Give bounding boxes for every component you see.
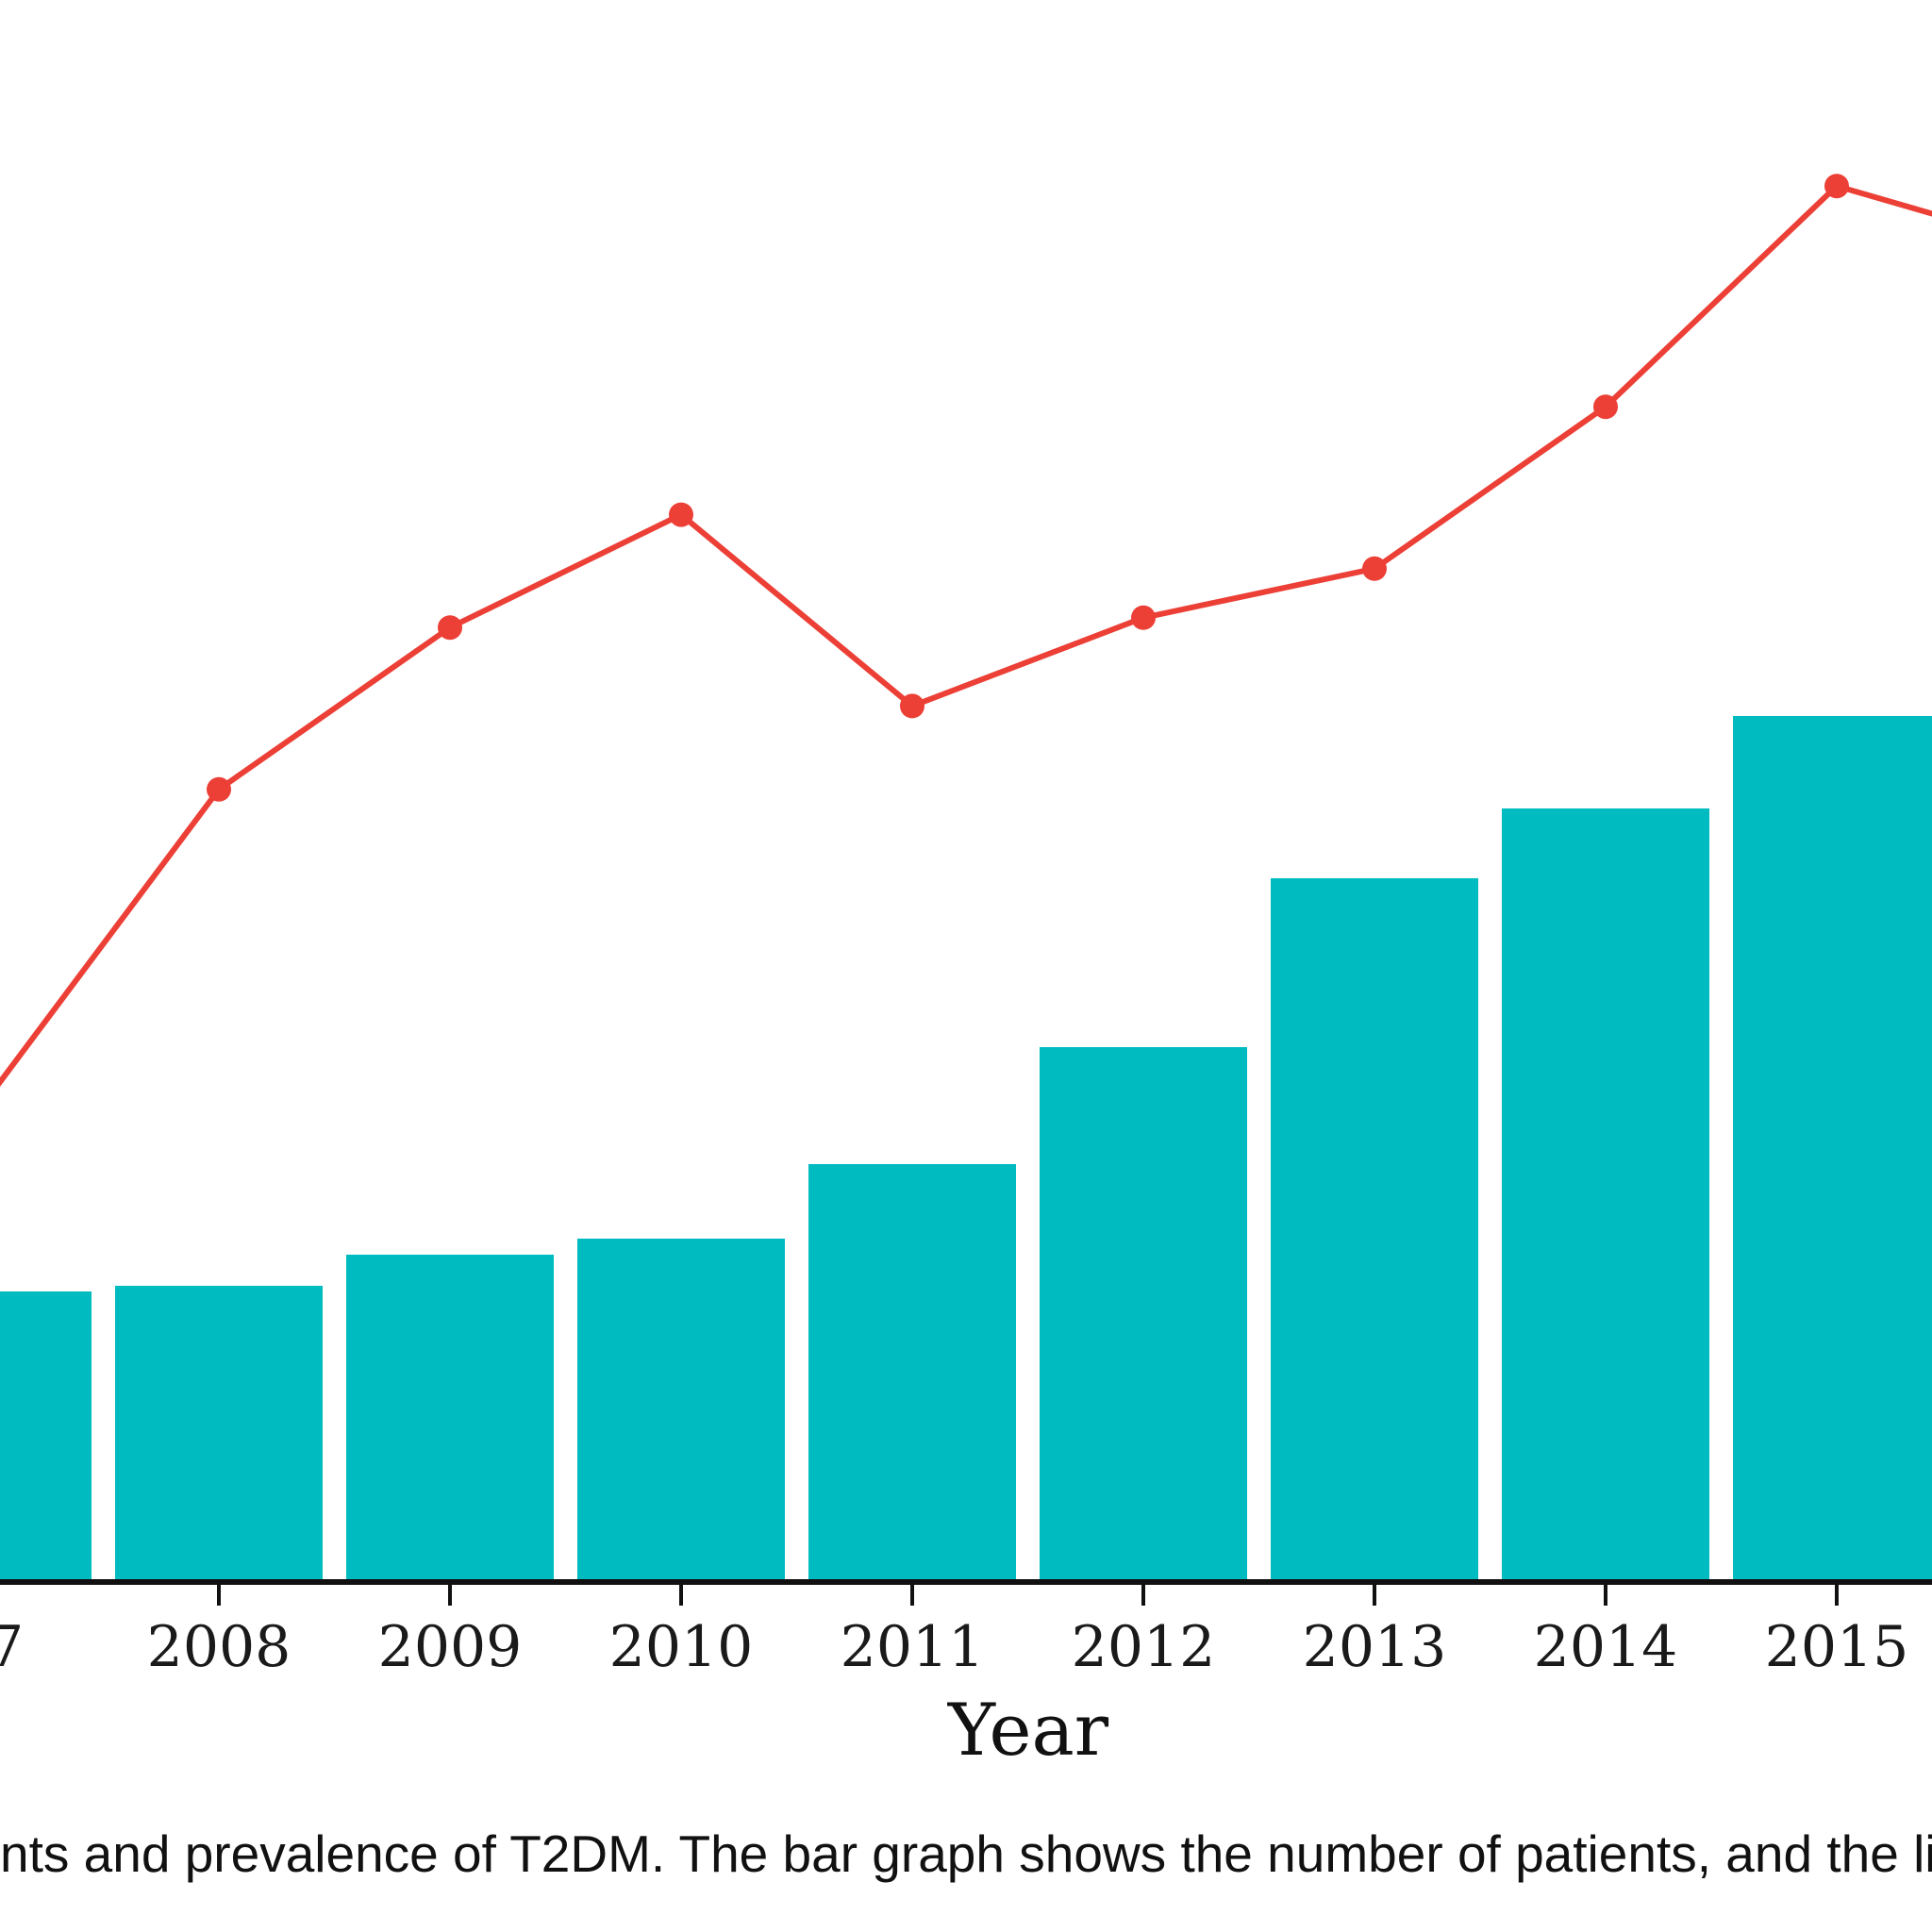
figure-caption: nts and prevalence of T2DM. The bar grap… — [0, 1824, 1932, 1883]
bar-2015 — [1733, 716, 1932, 1579]
x-tick-label-2007: 07 — [0, 1614, 24, 1680]
line-series-layer — [0, 183, 1932, 1088]
bar-2012 — [1040, 1047, 1247, 1579]
x-tick-label-2010: 2010 — [609, 1614, 754, 1680]
line-points-layer — [207, 174, 1849, 802]
bar-2013 — [1271, 878, 1478, 1579]
bars-layer — [0, 716, 1932, 1579]
x-tick-label-2015: 2015 — [1765, 1614, 1909, 1680]
line-point-2015 — [1824, 174, 1849, 199]
x-tick-label-2012: 2012 — [1072, 1614, 1216, 1680]
line-point-2014 — [1593, 394, 1618, 420]
bar-2007 — [0, 1291, 92, 1579]
line-point-2013 — [1362, 556, 1387, 581]
bar-2011 — [808, 1164, 1016, 1579]
x-tick-label-2008: 2008 — [147, 1614, 291, 1680]
x-tick-labels: 07 2008 2009 2010 2011 2012 2013 2014 2015 — [0, 1585, 1908, 1680]
bar-2014 — [1502, 808, 1709, 1579]
x-tick-label-2013: 2013 — [1303, 1614, 1447, 1680]
line-point-2012 — [1131, 605, 1156, 630]
x-axis-title: Year — [947, 1688, 1109, 1772]
x-tick-label-2011: 2011 — [841, 1614, 985, 1680]
line-point-2008 — [207, 776, 231, 802]
bar-2009 — [346, 1255, 554, 1579]
prevalence-line — [0, 183, 1932, 1088]
bar-2008 — [115, 1286, 323, 1579]
x-tick-label-2009: 2009 — [378, 1614, 523, 1680]
line-point-2009 — [438, 615, 462, 641]
bar-2010 — [577, 1239, 785, 1579]
line-point-2011 — [900, 693, 924, 719]
line-point-2010 — [669, 502, 693, 527]
x-tick-label-2014: 2014 — [1534, 1614, 1678, 1680]
